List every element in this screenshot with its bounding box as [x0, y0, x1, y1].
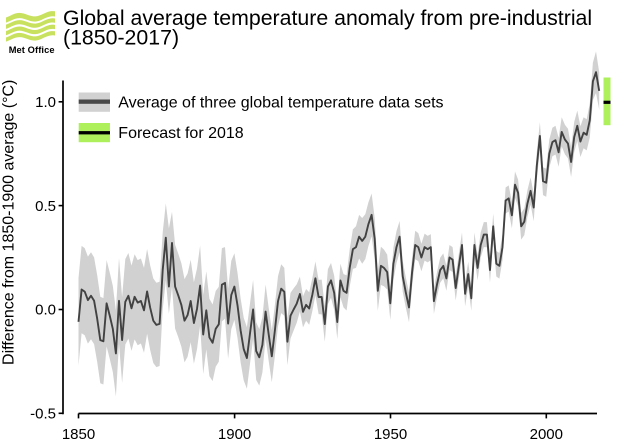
svg-text:Global average temperature ano: Global average temperature anomaly from … [63, 6, 592, 30]
svg-text:2000: 2000 [530, 426, 563, 443]
svg-text:Average of three global temper: Average of three global temperature data… [118, 95, 443, 112]
svg-text:Difference from 1850-1900 aver: Difference from 1850-1900 average (°C) [1, 80, 18, 365]
svg-text:-0.5: -0.5 [30, 406, 56, 423]
svg-text:1900: 1900 [218, 426, 251, 443]
svg-text:1.0: 1.0 [35, 94, 56, 111]
svg-text:Forecast for 2018: Forecast for 2018 [118, 125, 244, 142]
svg-text:0.5: 0.5 [35, 198, 56, 215]
svg-text:(1850-2017): (1850-2017) [63, 26, 179, 50]
svg-text:1850: 1850 [62, 426, 95, 443]
svg-text:1950: 1950 [374, 426, 407, 443]
svg-text:0.0: 0.0 [35, 302, 56, 319]
svg-text:Met Office: Met Office [9, 45, 55, 55]
